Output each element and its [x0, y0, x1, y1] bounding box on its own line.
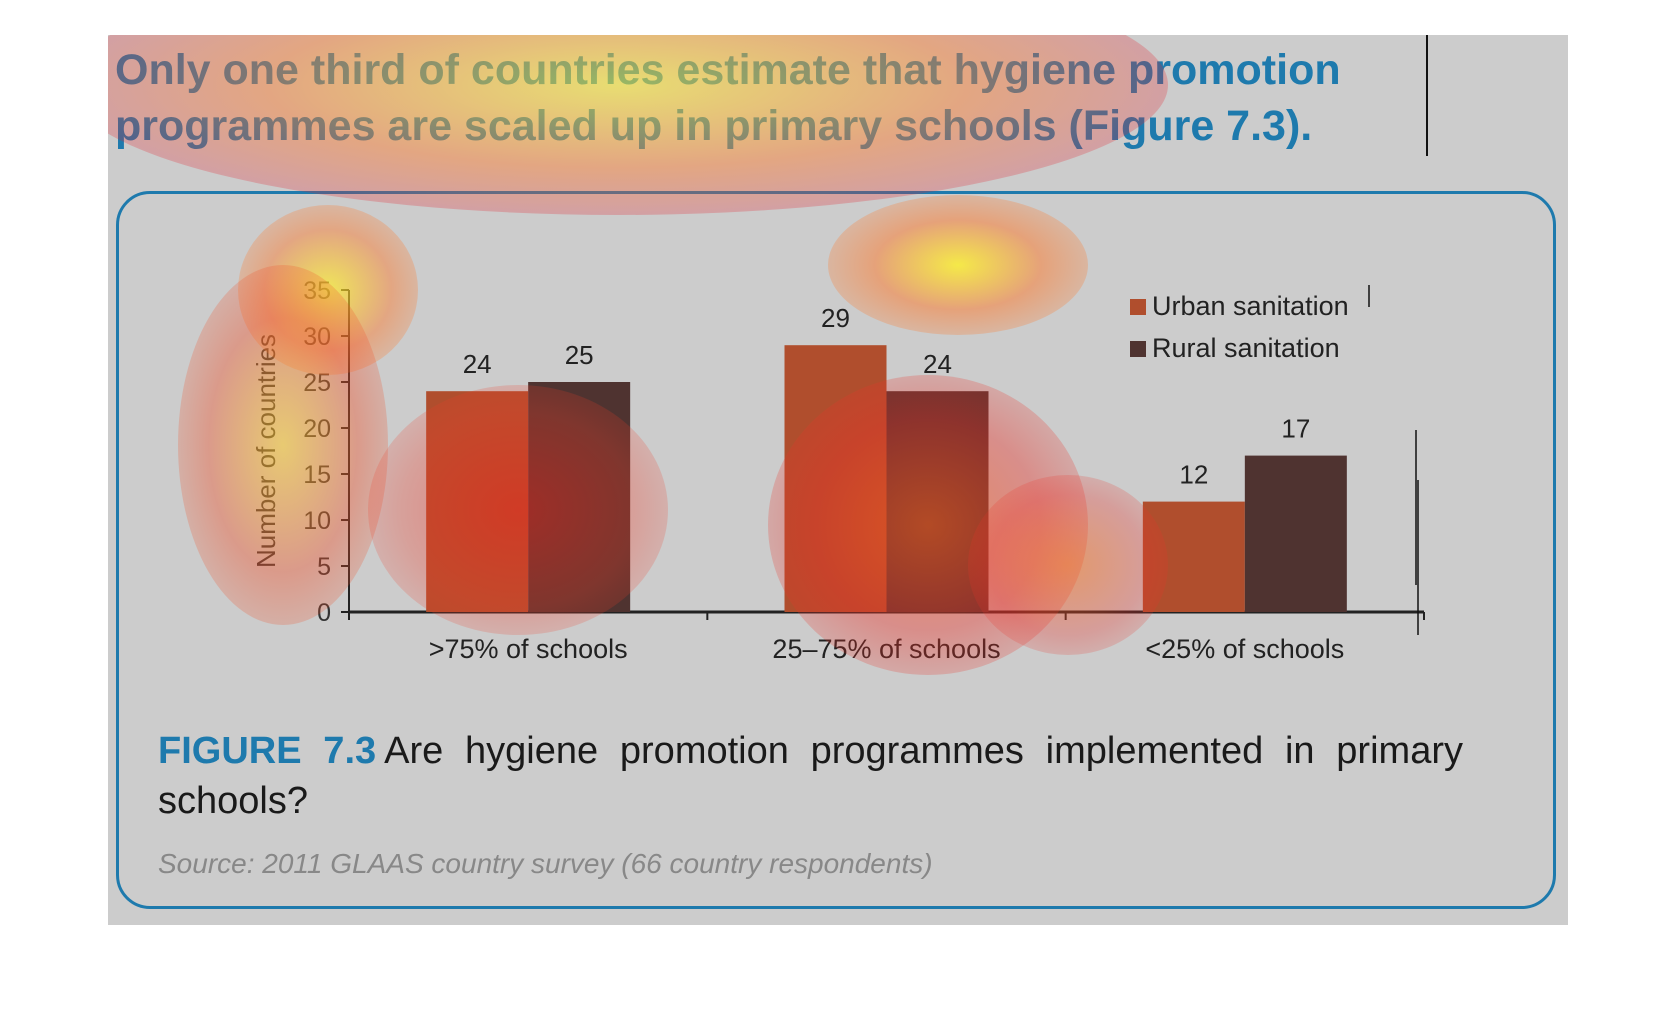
- x-tick-label: >75% of schools: [429, 634, 628, 664]
- y-tick-label: 35: [303, 277, 331, 305]
- legend-swatch-rural: [1130, 341, 1146, 357]
- bar-urban: [426, 391, 529, 612]
- y-tick-label: 0: [317, 599, 331, 627]
- bar-urban: [784, 345, 887, 612]
- y-axis-title: Number of countries: [251, 334, 281, 568]
- y-tick-label: 5: [317, 553, 331, 581]
- data-label: 24: [923, 349, 952, 379]
- y-tick-label: 10: [303, 507, 331, 535]
- x-tick-label: 25–75% of schools: [772, 634, 1000, 664]
- bar-rural: [886, 391, 989, 612]
- y-tick-label: 30: [303, 323, 331, 351]
- figure-source: Source: 2011 GLAAS country survey (66 co…: [158, 848, 933, 879]
- legend-label-urban: Urban sanitation: [1152, 291, 1349, 321]
- data-label: 29: [821, 303, 850, 333]
- y-tick-label: 15: [303, 461, 331, 489]
- y-tick-label: 20: [303, 415, 331, 443]
- bar-rural: [528, 382, 631, 612]
- bar-rural: [1244, 455, 1347, 612]
- data-label: 12: [1179, 460, 1208, 490]
- text-cursor: [1426, 35, 1428, 156]
- legend-swatch-urban: [1130, 299, 1146, 315]
- x-tick-label: <25% of schools: [1145, 634, 1344, 664]
- legend-label-rural: Rural sanitation: [1152, 333, 1340, 363]
- data-label: 25: [565, 340, 594, 370]
- data-label: 24: [463, 349, 492, 379]
- data-label: 17: [1281, 414, 1310, 444]
- figure-label: FIGURE 7.3: [158, 730, 377, 772]
- y-tick-label: 25: [303, 369, 331, 397]
- bar-urban: [1142, 501, 1245, 612]
- figure-caption-text: Are hygiene promotion programmes impleme…: [158, 730, 1463, 822]
- figure-caption: FIGURE 7.3 Are hygiene promotion programm…: [158, 726, 1463, 826]
